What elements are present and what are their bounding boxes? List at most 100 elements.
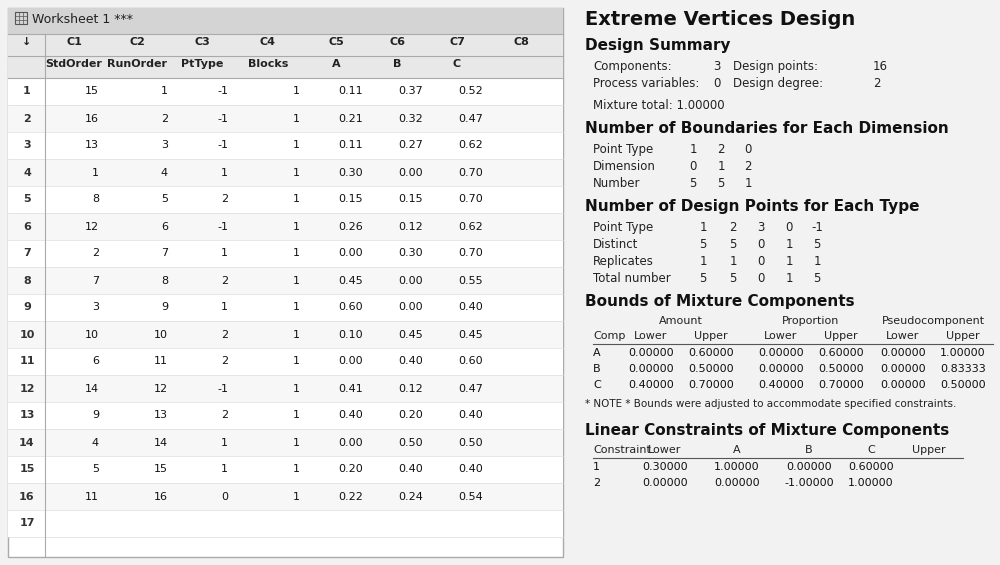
Text: 1: 1 (689, 143, 697, 156)
Text: -1: -1 (217, 86, 228, 97)
Text: 4: 4 (92, 437, 99, 447)
Text: 16: 16 (85, 114, 99, 124)
Text: 0.45: 0.45 (398, 329, 423, 340)
Text: 0.00000: 0.00000 (758, 348, 804, 358)
Text: Constraint: Constraint (593, 445, 651, 455)
Text: 0.15: 0.15 (398, 194, 423, 205)
Text: 0.00000: 0.00000 (628, 348, 674, 358)
Text: 0.60000: 0.60000 (848, 462, 894, 472)
Text: Extreme Vertices Design: Extreme Vertices Design (585, 10, 855, 29)
Text: 11: 11 (154, 357, 168, 367)
Text: 2: 2 (221, 357, 228, 367)
Text: 1: 1 (221, 167, 228, 177)
Text: 0.12: 0.12 (398, 221, 423, 232)
Text: 0.00000: 0.00000 (628, 364, 674, 374)
Text: 8: 8 (92, 194, 99, 205)
Text: 5: 5 (717, 177, 725, 190)
Text: 0.00: 0.00 (398, 167, 423, 177)
Bar (8, 105, 563, 132)
Text: 0.32: 0.32 (398, 114, 423, 124)
Text: 0.27: 0.27 (398, 141, 423, 150)
Text: 5: 5 (699, 272, 707, 285)
Text: 8: 8 (161, 276, 168, 285)
Text: 0.50: 0.50 (398, 437, 423, 447)
Text: 0.40: 0.40 (398, 464, 423, 475)
Text: 1: 1 (729, 255, 737, 268)
Text: 1.00000: 1.00000 (940, 348, 986, 358)
Text: C5: C5 (328, 37, 344, 47)
Text: 10: 10 (19, 329, 35, 340)
Text: 6: 6 (161, 221, 168, 232)
Bar (8, 510, 563, 537)
Text: Number of Design Points for Each Type: Number of Design Points for Each Type (585, 199, 920, 214)
Text: 6: 6 (92, 357, 99, 367)
Text: 0: 0 (785, 221, 793, 234)
Text: 0.40: 0.40 (458, 411, 483, 420)
Text: Design points:: Design points: (733, 60, 818, 73)
Text: 5: 5 (699, 238, 707, 251)
Text: 1: 1 (161, 86, 168, 97)
Text: 1: 1 (293, 329, 300, 340)
Text: 0: 0 (713, 77, 720, 90)
Text: Linear Constraints of Mixture Components: Linear Constraints of Mixture Components (585, 423, 949, 438)
Text: 13: 13 (154, 411, 168, 420)
Text: 12: 12 (154, 384, 168, 393)
Text: 0.50: 0.50 (458, 437, 483, 447)
Text: 0: 0 (757, 255, 765, 268)
Text: 1: 1 (293, 194, 300, 205)
Text: Upper: Upper (946, 331, 980, 341)
Text: B: B (805, 445, 813, 455)
Text: 1: 1 (293, 384, 300, 393)
Text: 0.52: 0.52 (458, 86, 483, 97)
Text: PtType: PtType (181, 59, 223, 69)
Text: C6: C6 (389, 37, 405, 47)
Text: 0.30000: 0.30000 (642, 462, 688, 472)
Text: 7: 7 (161, 249, 168, 259)
Bar (8, 402, 563, 429)
Text: 2: 2 (92, 249, 99, 259)
Text: 1: 1 (221, 464, 228, 475)
Text: 11: 11 (85, 492, 99, 502)
Text: 14: 14 (85, 384, 99, 393)
Text: Amount: Amount (659, 316, 703, 326)
Text: 0.83333: 0.83333 (940, 364, 986, 374)
Text: Lower: Lower (648, 445, 682, 455)
Text: 3: 3 (23, 141, 31, 150)
Text: 0.00000: 0.00000 (786, 462, 832, 472)
Text: Distinct: Distinct (593, 238, 638, 251)
Text: 0.62: 0.62 (458, 221, 483, 232)
Text: Upper: Upper (912, 445, 946, 455)
Text: 5: 5 (161, 194, 168, 205)
Text: 1: 1 (699, 255, 707, 268)
Text: 0.00: 0.00 (338, 437, 363, 447)
Text: 0.26: 0.26 (338, 221, 363, 232)
Text: 5: 5 (813, 272, 821, 285)
Text: 1: 1 (293, 492, 300, 502)
Text: 2: 2 (729, 221, 737, 234)
Text: 0.40000: 0.40000 (628, 380, 674, 390)
Text: 9: 9 (92, 411, 99, 420)
Text: 9: 9 (23, 302, 31, 312)
Text: 5: 5 (729, 238, 737, 251)
Bar (8, 186, 563, 213)
Text: 0.54: 0.54 (458, 492, 483, 502)
Text: A: A (733, 445, 741, 455)
Text: -1: -1 (217, 384, 228, 393)
Text: Worksheet 1 ***: Worksheet 1 *** (32, 13, 133, 26)
Text: Comp: Comp (593, 331, 625, 341)
Text: 3: 3 (161, 141, 168, 150)
Text: 1: 1 (293, 302, 300, 312)
Text: 1.00000: 1.00000 (848, 478, 894, 488)
Text: 0.45: 0.45 (458, 329, 483, 340)
Text: Lower: Lower (634, 331, 668, 341)
Text: 1: 1 (785, 238, 793, 251)
Text: 0.62: 0.62 (458, 141, 483, 150)
Text: 0.60000: 0.60000 (688, 348, 734, 358)
Text: -1: -1 (217, 114, 228, 124)
Text: Lower: Lower (886, 331, 920, 341)
Text: 1: 1 (221, 437, 228, 447)
Text: 11: 11 (19, 357, 35, 367)
Text: 2: 2 (221, 194, 228, 205)
Text: Pseudocomponent: Pseudocomponent (881, 316, 985, 326)
Text: C7: C7 (449, 37, 465, 47)
